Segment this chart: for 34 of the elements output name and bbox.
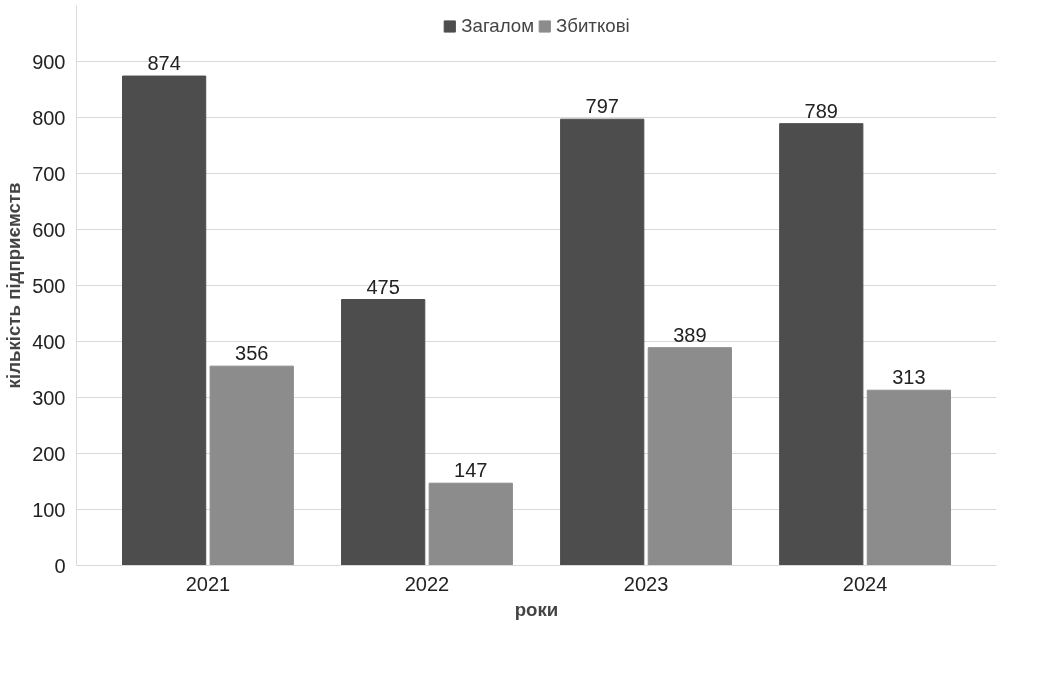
legend-label: Збиткові: [555, 15, 630, 37]
data-label: 475: [366, 275, 400, 298]
y-tick-label: 100: [32, 498, 66, 521]
y-tick-label: 700: [32, 162, 66, 185]
y-tick-label: 0: [54, 554, 66, 577]
bar: [866, 389, 951, 566]
data-label: 789: [804, 99, 838, 122]
data-label: 147: [454, 459, 488, 482]
x-tick-label: 2022: [404, 572, 450, 595]
x-tick-label: 2024: [842, 572, 888, 595]
bar: [209, 365, 294, 566]
x-tick-label: 2021: [185, 572, 231, 595]
bar: [779, 123, 864, 566]
data-label: 797: [585, 95, 619, 118]
legend-label: Загалом: [461, 15, 534, 37]
y-tick-label: 600: [32, 218, 66, 241]
y-tick-label: 800: [32, 106, 66, 129]
data-label: 356: [235, 342, 269, 365]
bar: [341, 299, 426, 566]
x-axis-title: роки: [514, 598, 559, 620]
data-label: 389: [673, 323, 707, 346]
data-label: 874: [147, 52, 181, 75]
bar: [647, 347, 732, 566]
y-axis-title: кількість підприємств: [3, 182, 25, 389]
bar: [560, 118, 645, 566]
data-label: 313: [892, 366, 926, 389]
bar: [122, 75, 207, 566]
y-tick-label: 200: [32, 442, 66, 465]
y-tick-label: 500: [32, 274, 66, 297]
y-tick-label: 900: [32, 50, 66, 73]
y-tick-label: 400: [32, 330, 66, 353]
x-tick-label: 2023: [623, 572, 669, 595]
bar: [428, 482, 513, 566]
y-tick-label: 300: [32, 386, 66, 409]
